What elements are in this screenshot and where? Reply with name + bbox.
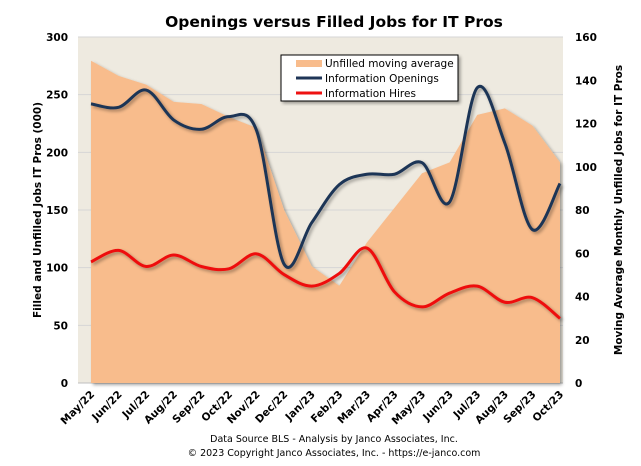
chart-title: Openings versus Filled Jobs for IT Pros	[165, 13, 503, 31]
y-tick-label-right: 80	[575, 205, 590, 217]
area-unfilled-moving-average	[91, 60, 560, 383]
legend-swatch-area	[296, 60, 322, 67]
footer-copyright: © 2023 Copyright Janco Associates, Inc. …	[188, 448, 481, 459]
x-tick-label: Jun/22	[89, 389, 125, 425]
y-tick-label-right: 120	[575, 119, 597, 131]
legend-label: Unfilled moving average	[325, 58, 454, 70]
legend: Unfilled moving average Information Openi…	[280, 54, 459, 102]
footer-source: Data Source BLS - Analysis by Janco Asso…	[210, 434, 458, 445]
y-tick-label-left: 0	[61, 378, 68, 390]
x-tick-label: Jun/23	[420, 389, 456, 425]
y-tick-label-right: 20	[575, 335, 590, 347]
y-tick-label-right: 40	[575, 292, 590, 304]
legend-label: Information Openings	[325, 73, 439, 85]
y-tick-label-left: 300	[46, 32, 68, 44]
y-tick-label-left: 50	[53, 320, 68, 332]
y-tick-label-right: 0	[575, 378, 582, 390]
y-tick-label-left: 250	[46, 90, 68, 102]
y-tick-label-left: 200	[46, 147, 68, 159]
y-tick-label-right: 100	[575, 162, 597, 174]
y-axis-label-left: Filled and Unfilled Jobs IT Pros (000)	[32, 102, 44, 318]
line-information-hires	[90, 246, 561, 320]
y-tick-label-right: 60	[575, 248, 590, 260]
x-tick-label: Oct/23	[530, 389, 566, 425]
y-axis-label-right: Moving Average Monthly Unfilled Jobs for…	[613, 65, 625, 355]
y-tick-label-left: 150	[46, 205, 68, 217]
legend-label: Information Hires	[325, 88, 416, 100]
y-tick-label-left: 100	[46, 263, 68, 275]
x-tick-label: May/22	[59, 389, 98, 428]
y-tick-label-right: 140	[575, 75, 597, 87]
y-tick-label-right: 160	[575, 32, 597, 44]
